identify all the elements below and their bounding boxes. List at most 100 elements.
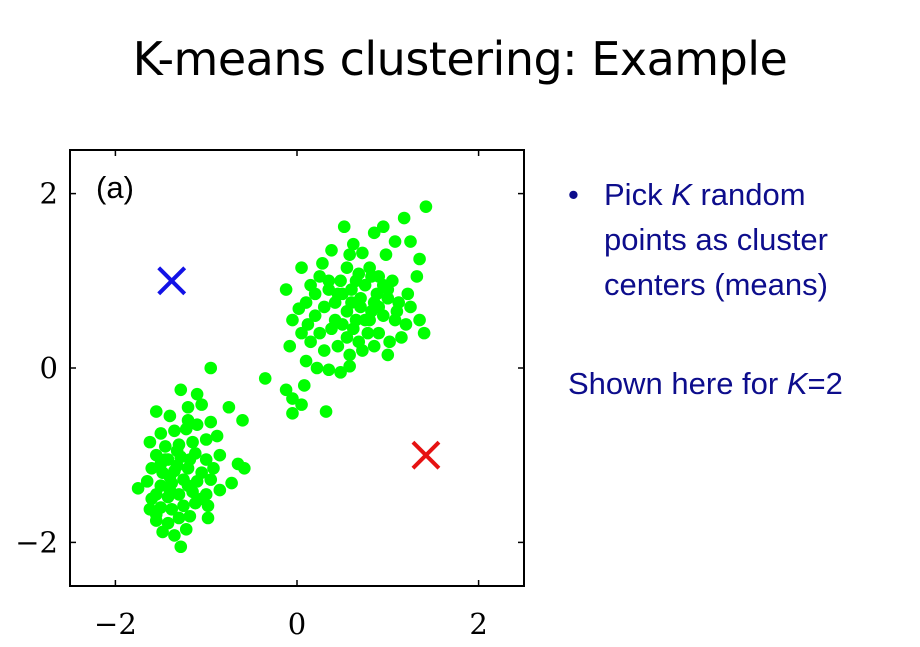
blue-center-marker	[157, 266, 187, 296]
data-point	[383, 335, 396, 349]
data-point	[295, 326, 308, 340]
data-point	[404, 235, 417, 248]
data-point	[317, 344, 331, 357]
data-point	[156, 525, 169, 539]
data-point	[201, 511, 215, 525]
data-point	[404, 300, 417, 314]
data-point	[181, 479, 195, 493]
data-point	[337, 220, 351, 234]
data-point	[170, 459, 184, 472]
data-point	[376, 220, 390, 234]
data-point	[154, 427, 168, 440]
data-point	[352, 335, 366, 349]
data-point	[316, 257, 329, 270]
data-point	[165, 502, 178, 516]
data-point	[204, 361, 218, 375]
data-point	[213, 483, 227, 497]
data-point	[334, 274, 347, 288]
data-points	[131, 200, 433, 554]
plot-frame	[69, 149, 525, 587]
data-point	[258, 372, 272, 385]
data-point	[325, 243, 338, 257]
data-point	[317, 300, 331, 314]
data-point	[168, 529, 181, 542]
data-point	[331, 339, 345, 353]
data-point	[304, 335, 317, 349]
data-point	[286, 313, 299, 327]
data-point	[181, 414, 195, 427]
data-point	[183, 453, 197, 466]
data-point	[149, 405, 163, 418]
data-point	[297, 379, 311, 392]
data-point	[181, 400, 195, 414]
data-point	[131, 482, 145, 495]
data-point	[413, 252, 426, 266]
data-point	[163, 483, 177, 497]
data-point	[388, 235, 402, 248]
bullet-post: random points as cluster centers (means)	[604, 177, 828, 302]
data-point	[322, 363, 336, 377]
data-point	[213, 448, 227, 462]
y-tick-label: −2	[15, 525, 58, 559]
data-point	[372, 300, 386, 314]
data-point	[349, 313, 363, 327]
data-point	[295, 261, 308, 275]
data-point	[143, 435, 157, 449]
data-point	[345, 296, 358, 309]
panel-label: (a)	[96, 170, 134, 205]
data-point	[349, 274, 363, 288]
data-point	[159, 440, 172, 453]
shown-post: =2	[807, 366, 843, 401]
data-point	[210, 429, 224, 443]
shown-k: K	[786, 366, 808, 401]
data-point	[177, 499, 190, 513]
bullet-item: • Pick K random points as cluster center…	[568, 172, 918, 307]
data-point	[190, 387, 204, 401]
data-point	[379, 248, 393, 261]
data-point	[301, 318, 315, 331]
data-point	[397, 211, 411, 225]
data-point	[334, 366, 347, 379]
bullet-marker: •	[568, 177, 579, 212]
data-point	[195, 398, 208, 411]
data-point	[308, 309, 322, 322]
data-point	[186, 435, 199, 449]
x-tick-label: −2	[94, 607, 137, 641]
data-point	[308, 287, 322, 301]
data-point	[381, 283, 395, 296]
data-point	[163, 409, 177, 423]
data-point	[286, 407, 299, 420]
data-point	[319, 405, 333, 418]
data-point	[358, 313, 372, 327]
data-point	[419, 200, 433, 213]
shown-text: Shown here for K=2	[568, 366, 843, 402]
data-point	[356, 246, 369, 260]
data-point	[222, 400, 236, 414]
data-point	[286, 392, 299, 405]
data-point	[361, 326, 375, 340]
data-point	[340, 261, 354, 275]
cluster-centers	[157, 266, 441, 470]
y-tick-label: 0	[40, 351, 58, 385]
data-point	[340, 331, 354, 344]
data-point	[399, 318, 413, 331]
data-point	[299, 354, 313, 368]
data-point	[410, 270, 424, 283]
data-point	[401, 287, 415, 301]
data-point	[236, 414, 249, 427]
data-point	[328, 296, 342, 309]
data-point	[343, 348, 356, 362]
data-point	[395, 331, 408, 344]
data-point	[145, 492, 159, 506]
shown-pre: Shown here for	[568, 366, 787, 401]
data-point	[367, 226, 381, 240]
data-point	[381, 291, 395, 305]
data-point	[417, 326, 431, 340]
data-point	[322, 283, 336, 296]
bullet-text: Pick K random points as cluster centers …	[604, 172, 894, 307]
data-point	[367, 339, 381, 353]
data-point	[163, 470, 177, 484]
data-point	[413, 313, 426, 327]
data-point	[168, 424, 181, 438]
y-tick-label: 2	[40, 177, 58, 211]
